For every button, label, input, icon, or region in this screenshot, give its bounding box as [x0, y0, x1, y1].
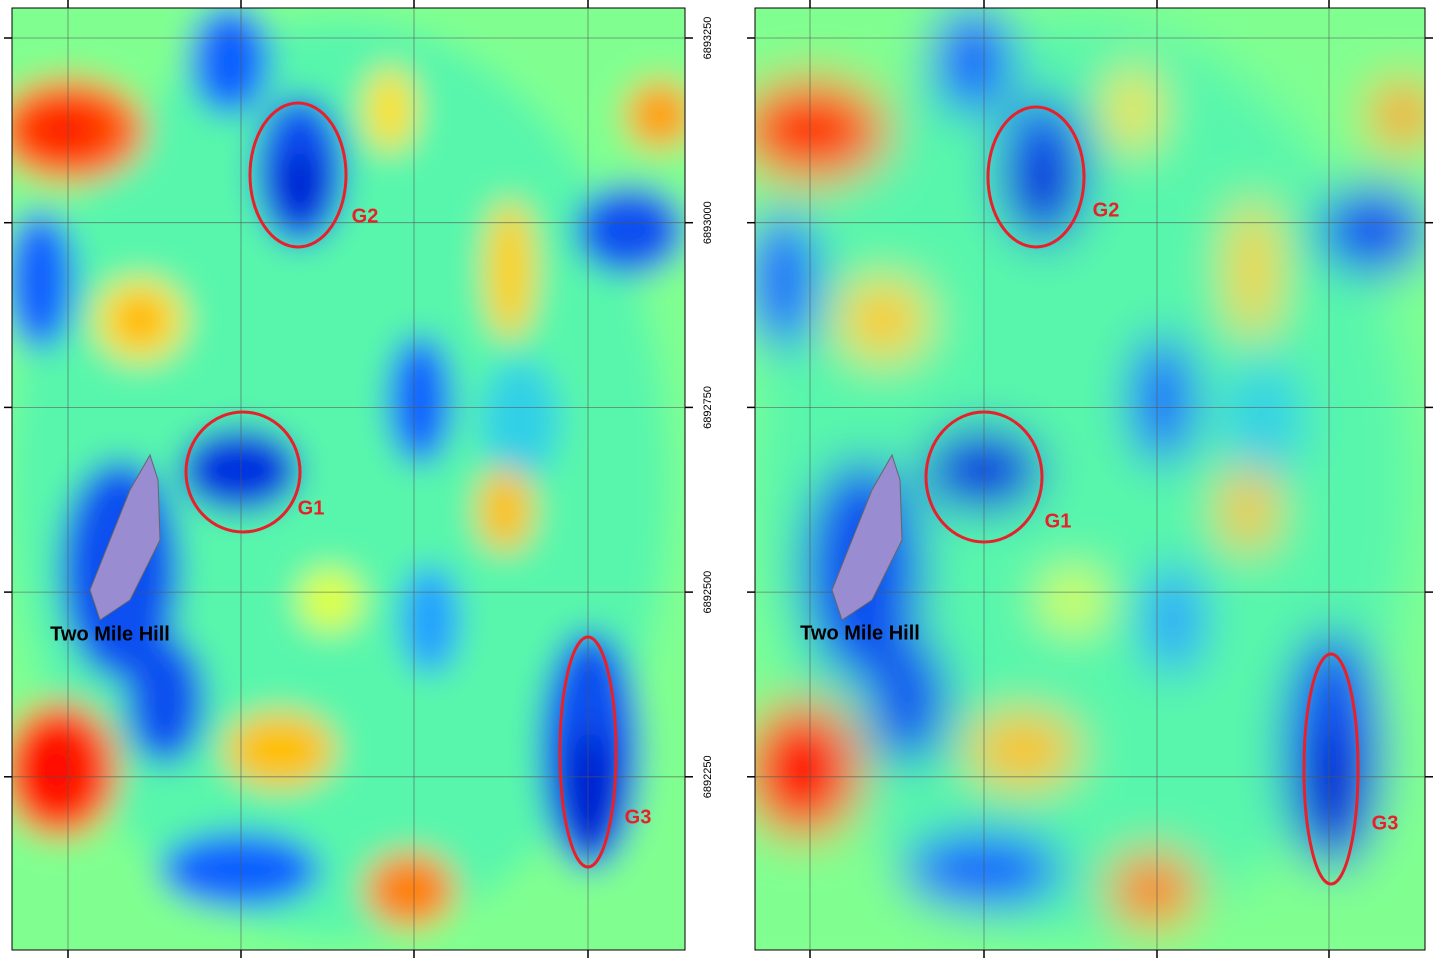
anomaly-label: G2 [352, 205, 379, 227]
northing-tick-label: 6892250 [702, 755, 714, 798]
anomaly-label: G1 [298, 497, 325, 519]
right-anomaly-map [755, 8, 1425, 950]
two-mile-hill-outline [831, 453, 903, 621]
left-frame [11, 7, 686, 951]
g3-ring [558, 635, 618, 869]
g1-ring [184, 410, 302, 534]
place-label: Two Mile Hill [50, 623, 170, 645]
anomaly-label: G3 [1372, 812, 1399, 834]
anomaly-label: G3 [625, 806, 652, 828]
northing-tick-label: 6893000 [702, 201, 714, 244]
northing-tick-label: 6893250 [702, 17, 714, 60]
two-mile-hill-outline [89, 453, 161, 621]
g1-ring [924, 410, 1044, 544]
northing-tick-label: 6892500 [702, 571, 714, 614]
anomaly-label: G2 [1093, 199, 1120, 221]
g3-ring [1302, 652, 1360, 886]
grid: 6893250 6893000 6892750 6892500 6892250 [4, 0, 1433, 958]
anomaly-label: G1 [1045, 510, 1072, 532]
g2-ring [248, 101, 348, 249]
place-label: Two Mile Hill [800, 622, 920, 644]
g2-ring [986, 105, 1086, 249]
northing-tick-label: 6892750 [702, 386, 714, 429]
right-frame [754, 7, 1426, 951]
